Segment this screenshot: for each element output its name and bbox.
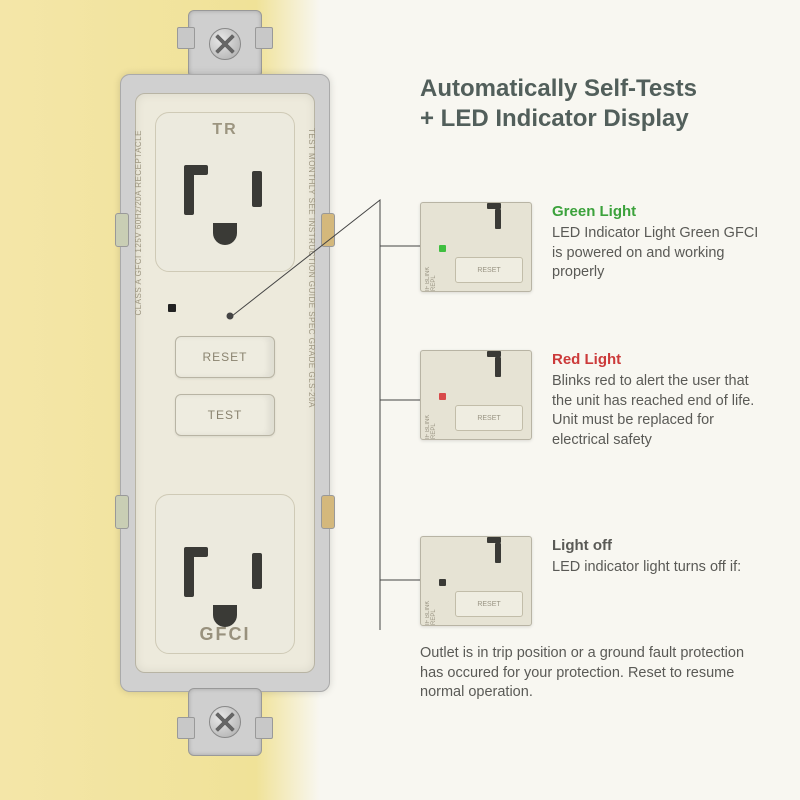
thumb-red: IF BLINK REPL RESET (420, 350, 532, 440)
thumb-off: IF BLINK REPL RESET (420, 536, 532, 626)
mini-slot (495, 357, 501, 377)
mini-slot (495, 543, 501, 563)
mini-slot (487, 351, 501, 357)
extra-text: Outlet is in trip position or a ground f… (420, 644, 760, 703)
headline-line1: Automatically Self-Tests (420, 74, 760, 104)
mini-side-text: IF BLINK REPL (425, 405, 437, 439)
mini-side-text: IF BLINK REPL (425, 257, 437, 291)
headline-line2: + LED Indicator Display (420, 104, 760, 134)
indicator-body: LED indicator light turns off if: (552, 559, 741, 575)
indicator-row-green: IF BLINK REPL RESET Green Light LED Indi… (420, 202, 770, 292)
indicator-body: Blinks red to alert the user that the un… (552, 373, 754, 448)
led-dot-icon (439, 393, 446, 400)
mini-slot (495, 209, 501, 229)
mini-slot (487, 537, 501, 543)
mini-reset: RESET (455, 257, 523, 283)
mini-reset: RESET (455, 405, 523, 431)
mini-side-text: IF BLINK REPL (425, 591, 437, 625)
mini-slot (487, 203, 501, 209)
indicator-row-off: IF BLINK REPL RESET Light off LED indica… (420, 536, 770, 626)
indicator-body: LED Indicator Light Green GFCI is powere… (552, 225, 758, 280)
led-dot-icon (439, 245, 446, 252)
headline: Automatically Self-Tests + LED Indicator… (420, 74, 760, 134)
thumb-green: IF BLINK REPL RESET (420, 202, 532, 292)
led-dot-icon (439, 579, 446, 586)
indicator-row-red: IF BLINK REPL RESET Red Light Blinks red… (420, 350, 770, 451)
mini-reset: RESET (455, 591, 523, 617)
